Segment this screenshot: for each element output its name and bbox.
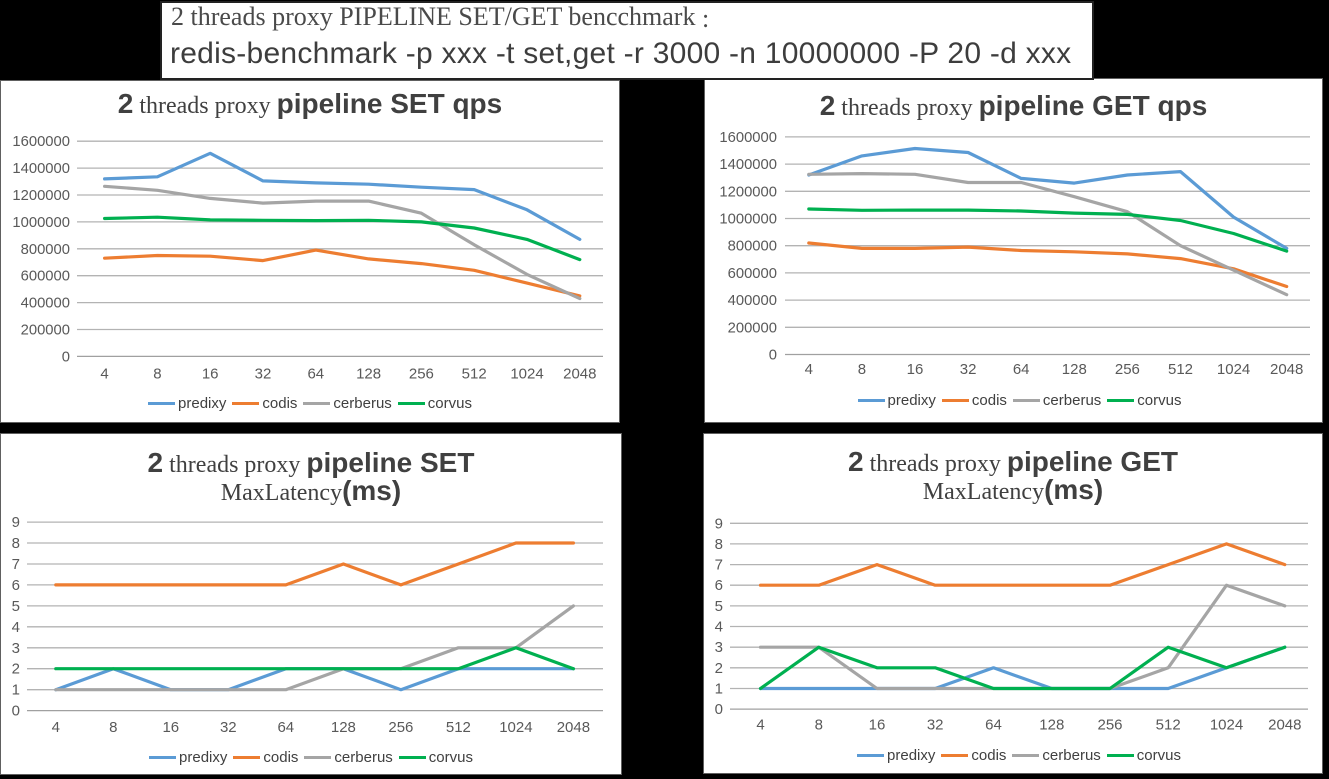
svg-text:1024: 1024 — [1210, 717, 1243, 734]
svg-text:1000000: 1000000 — [12, 215, 70, 231]
svg-text:9: 9 — [715, 515, 723, 532]
svg-text:8: 8 — [109, 719, 117, 736]
svg-text:512: 512 — [1156, 717, 1181, 734]
svg-text:2: 2 — [715, 660, 723, 677]
svg-text:800000: 800000 — [21, 242, 70, 258]
svg-text:256: 256 — [409, 366, 434, 383]
svg-text:2048: 2048 — [1270, 361, 1303, 378]
svg-text:0: 0 — [715, 701, 723, 718]
svg-text:512: 512 — [446, 719, 471, 736]
svg-text:8: 8 — [815, 717, 823, 734]
svg-text:128: 128 — [356, 366, 381, 383]
svg-text:5: 5 — [12, 598, 20, 615]
svg-text:200000: 200000 — [728, 320, 777, 336]
svg-text:3: 3 — [12, 640, 20, 657]
svg-text:4: 4 — [805, 361, 813, 378]
svg-text:0: 0 — [769, 348, 777, 364]
svg-text:0: 0 — [12, 703, 20, 720]
svg-text:8: 8 — [12, 535, 20, 552]
svg-text:1024: 1024 — [1217, 361, 1250, 378]
svg-text:1000000: 1000000 — [719, 212, 777, 228]
svg-text:256: 256 — [388, 719, 413, 736]
svg-text:400000: 400000 — [728, 293, 777, 309]
svg-text:1400000: 1400000 — [12, 161, 70, 177]
svg-text:4: 4 — [715, 619, 723, 636]
svg-text:4: 4 — [12, 619, 20, 636]
svg-text:32: 32 — [960, 361, 977, 378]
svg-text:32: 32 — [255, 366, 272, 383]
svg-text:4: 4 — [756, 717, 764, 734]
svg-text:7: 7 — [12, 556, 20, 573]
svg-text:1024: 1024 — [510, 366, 543, 383]
svg-text:600000: 600000 — [21, 269, 70, 285]
svg-text:64: 64 — [277, 719, 294, 736]
svg-text:5: 5 — [715, 598, 723, 615]
svg-text:2: 2 — [12, 661, 20, 678]
svg-text:8: 8 — [858, 361, 866, 378]
svg-text:1024: 1024 — [499, 719, 532, 736]
svg-text:128: 128 — [1062, 361, 1087, 378]
svg-text:16: 16 — [869, 717, 886, 734]
svg-text:1200000: 1200000 — [12, 188, 70, 204]
svg-text:1600000: 1600000 — [719, 130, 777, 146]
svg-text:512: 512 — [462, 366, 487, 383]
svg-text:1600000: 1600000 — [12, 134, 70, 150]
svg-text:16: 16 — [202, 366, 219, 383]
svg-text:128: 128 — [1039, 717, 1064, 734]
svg-text:128: 128 — [331, 719, 356, 736]
svg-text:7: 7 — [715, 557, 723, 574]
svg-text:800000: 800000 — [728, 239, 777, 255]
svg-text:6: 6 — [12, 577, 20, 594]
svg-text:64: 64 — [307, 366, 324, 383]
svg-text:6: 6 — [715, 577, 723, 594]
svg-text:64: 64 — [1013, 361, 1030, 378]
svg-text:8: 8 — [153, 366, 161, 383]
svg-text:2048: 2048 — [563, 366, 596, 383]
svg-text:600000: 600000 — [728, 266, 777, 282]
svg-text:2048: 2048 — [1268, 717, 1301, 734]
svg-text:0: 0 — [62, 349, 70, 365]
svg-text:8: 8 — [715, 536, 723, 553]
svg-text:16: 16 — [907, 361, 924, 378]
svg-text:1400000: 1400000 — [719, 157, 777, 173]
svg-text:32: 32 — [927, 717, 944, 734]
svg-text:1: 1 — [715, 681, 723, 698]
svg-text:32: 32 — [220, 719, 237, 736]
svg-text:3: 3 — [715, 639, 723, 656]
svg-text:1: 1 — [12, 682, 20, 699]
svg-text:1200000: 1200000 — [719, 184, 777, 200]
svg-text:512: 512 — [1168, 361, 1193, 378]
svg-text:2048: 2048 — [557, 719, 590, 736]
svg-text:4: 4 — [100, 366, 108, 383]
svg-text:4: 4 — [52, 719, 60, 736]
svg-text:9: 9 — [12, 514, 20, 531]
svg-text:256: 256 — [1097, 717, 1122, 734]
svg-text:400000: 400000 — [21, 296, 70, 312]
svg-text:64: 64 — [985, 717, 1002, 734]
svg-text:256: 256 — [1115, 361, 1140, 378]
svg-text:200000: 200000 — [21, 323, 70, 339]
svg-text:16: 16 — [162, 719, 179, 736]
